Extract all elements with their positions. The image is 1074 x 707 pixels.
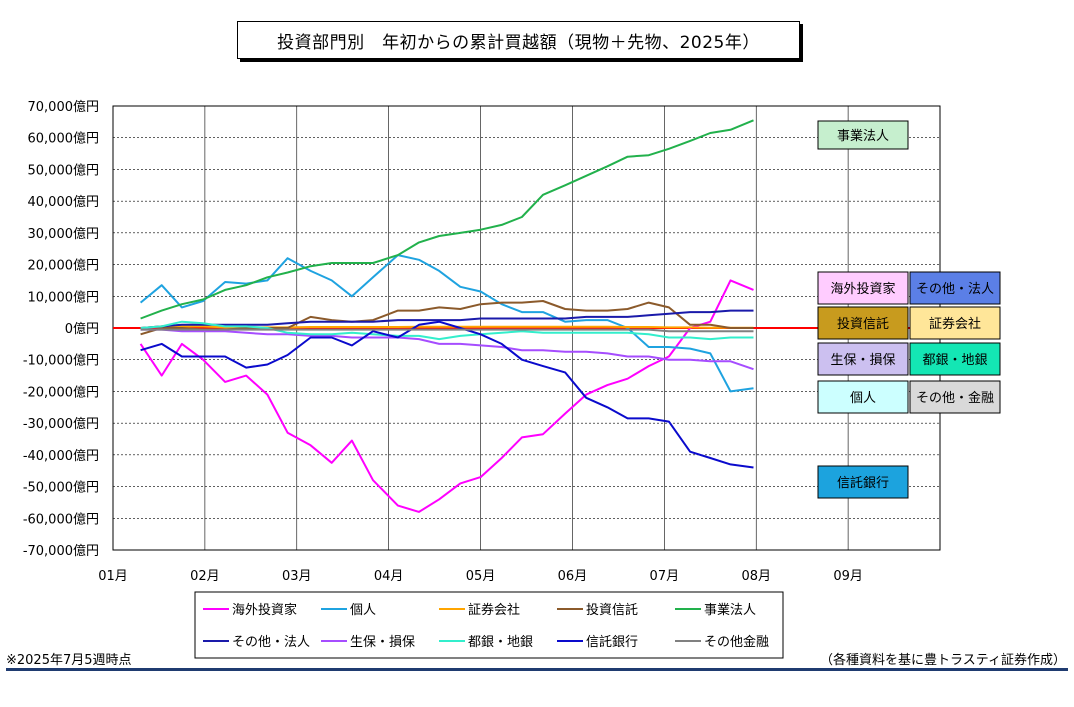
series-label-box	[909, 380, 1001, 414]
legend-entry: 海外投資家	[232, 602, 297, 618]
series-label-text: 投資信託	[837, 316, 889, 332]
series-label-text: 生保・損保	[830, 353, 895, 368]
legend-entry: 信託銀行	[586, 634, 638, 650]
x-tick-label: 07月	[650, 569, 680, 584]
series-label-box	[817, 342, 909, 376]
series-label-box	[909, 342, 1001, 376]
y-tick-label: 30,000億円	[28, 226, 100, 242]
x-tick-label: 06月	[558, 569, 588, 584]
y-tick-label: -20,000億円	[23, 384, 99, 400]
series-label-text: 都銀・地銀	[922, 353, 987, 368]
bottom-divider	[6, 668, 1068, 671]
series-label-text: 信託銀行	[837, 475, 889, 491]
y-tick-label: -30,000億円	[23, 416, 99, 432]
x-tick-label: 08月	[741, 569, 771, 584]
x-tick-label: 09月	[833, 569, 863, 584]
series-label-box	[817, 271, 909, 305]
y-tick-label: 20,000億円	[28, 258, 100, 274]
y-tick-label: -10,000億円	[23, 353, 99, 369]
series-line-都銀・地銀	[140, 320, 754, 341]
series-line-生保・損保	[140, 328, 754, 371]
x-tick-label: 01月	[98, 569, 128, 584]
series-label-box	[909, 271, 1001, 305]
series-label-text: 証券会社	[929, 316, 981, 332]
series-label-box	[817, 380, 909, 414]
legend-entry: その他金融	[704, 634, 769, 650]
series-label-text: 事業法人	[837, 128, 889, 144]
y-tick-label: -50,000億円	[23, 480, 99, 496]
legend-entry: 事業法人	[704, 602, 756, 618]
chart-title: 投資部門別 年初からの累計買越額（現物＋先物、2025年）	[237, 21, 800, 59]
legend-entry: 都銀・地銀	[468, 635, 533, 650]
series-line-その他・法人	[140, 309, 754, 329]
legend-entry: 生保・損保	[350, 635, 415, 650]
series-line-その他金融	[140, 328, 754, 333]
series-label-box	[817, 465, 909, 499]
y-tick-label: 0億円	[65, 321, 99, 337]
series-label-text: その他・法人	[916, 282, 994, 297]
data-timestamp-note: ※2025年7月5週時点	[6, 653, 132, 668]
legend-entry: 証券会社	[468, 602, 520, 618]
legend-entry: その他・法人	[232, 635, 310, 650]
y-tick-label: 10,000億円	[28, 289, 100, 305]
series-line-投資信託	[140, 300, 754, 336]
x-tick-label: 02月	[190, 569, 220, 584]
series-line-海外投資家	[139, 279, 754, 513]
y-tick-label: -40,000億円	[23, 448, 99, 464]
y-tick-label: 70,000億円	[28, 99, 100, 115]
y-tick-label: 40,000億円	[28, 194, 100, 210]
series-label-box	[817, 306, 909, 340]
series-label-text: その他・金融	[916, 390, 994, 406]
series-label-box	[817, 120, 909, 150]
series-line-個人	[139, 254, 754, 393]
y-tick-label: -70,000億円	[23, 543, 99, 559]
series-line-事業法人	[140, 119, 754, 320]
x-tick-label: 04月	[374, 569, 404, 584]
legend	[194, 591, 784, 659]
legend-entry: 個人	[350, 603, 376, 618]
source-note: （各種資料を基に豊トラスティ証券作成）	[820, 653, 1066, 668]
x-tick-label: 03月	[282, 569, 312, 584]
x-tick-label: 05月	[466, 569, 496, 584]
y-tick-label: -60,000億円	[23, 511, 99, 527]
series-label-text: 個人	[850, 391, 876, 406]
y-tick-label: 60,000億円	[28, 131, 100, 147]
series-label-box	[909, 306, 1001, 340]
legend-entry: 投資信託	[586, 602, 638, 618]
series-label-text: 海外投資家	[830, 281, 895, 297]
y-tick-label: 50,000億円	[28, 162, 100, 178]
series-line-信託銀行	[140, 320, 754, 469]
